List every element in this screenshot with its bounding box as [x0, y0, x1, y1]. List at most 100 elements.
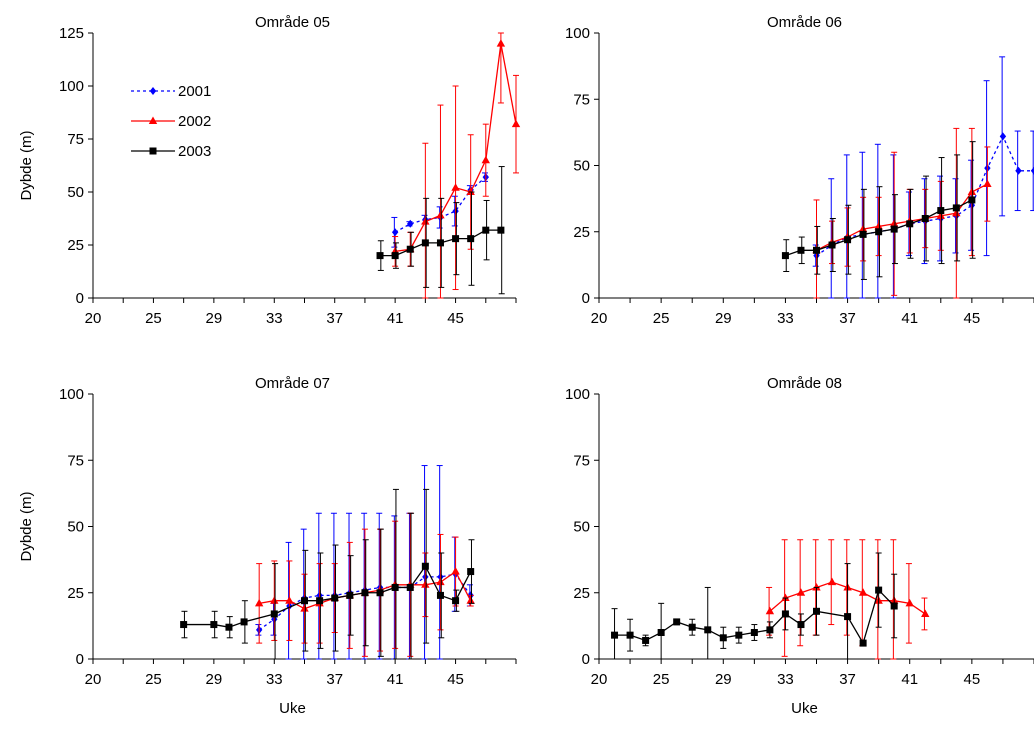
data-point [377, 252, 384, 259]
x-tick-label: 41 [901, 310, 918, 327]
data-point [611, 632, 618, 639]
series-2002 [255, 513, 475, 656]
data-point [875, 587, 882, 594]
data-point [482, 227, 489, 234]
series-2003 [180, 489, 474, 659]
data-point [497, 39, 505, 47]
x-tick-label: 45 [447, 671, 464, 688]
data-point [467, 568, 474, 575]
y-tick-label: 0 [582, 651, 590, 668]
x-tick-label: 25 [653, 310, 670, 327]
data-point [782, 610, 789, 617]
x-tick-label: 25 [653, 671, 670, 688]
y-tick-label: 0 [582, 290, 590, 307]
x-tick-label: 45 [447, 310, 464, 327]
x-tick-label: 37 [326, 310, 343, 327]
data-point [766, 626, 773, 633]
data-point [860, 231, 867, 238]
data-point [658, 629, 665, 636]
data-point [766, 607, 774, 615]
series-2002 [391, 33, 520, 298]
y-tick-label: 25 [67, 237, 84, 254]
data-point [436, 211, 444, 219]
data-point [968, 188, 976, 196]
x-tick-label: 20 [591, 310, 608, 327]
x-tick-label: 29 [206, 671, 223, 688]
y-tick-label: 75 [573, 452, 590, 469]
data-point [407, 584, 414, 591]
y-axis-label: Dybde (m) [18, 491, 35, 561]
data-point [437, 239, 444, 246]
data-point [922, 215, 929, 222]
data-point [301, 597, 308, 604]
series-line [817, 184, 988, 250]
x-tick-label: 37 [326, 671, 343, 688]
x-tick-label: 25 [145, 671, 162, 688]
data-point [906, 220, 913, 227]
data-point [285, 596, 293, 604]
data-point [953, 204, 960, 211]
data-point [844, 613, 851, 620]
data-point [316, 597, 323, 604]
data-point [797, 247, 804, 254]
data-point [392, 228, 398, 236]
data-point [797, 621, 804, 628]
data-point [436, 578, 444, 586]
data-point [225, 624, 232, 631]
legend-marker [150, 148, 157, 155]
series-2002 [812, 128, 991, 298]
x-tick-label: 20 [85, 310, 102, 327]
y-tick-label: 50 [67, 184, 84, 201]
y-tick-label: 75 [573, 91, 590, 108]
x-tick-label: 29 [715, 310, 732, 327]
x-tick-label: 37 [839, 310, 856, 327]
x-tick-label: 25 [145, 310, 162, 327]
data-point [844, 236, 851, 243]
data-point [392, 584, 399, 591]
legend-label: 2001 [178, 83, 211, 100]
data-point [270, 596, 278, 604]
chart-title: Område 08 [767, 375, 842, 392]
data-point [422, 239, 429, 246]
data-point [512, 120, 520, 128]
y-tick-label: 100 [565, 386, 590, 403]
data-point [813, 247, 820, 254]
series-2003 [611, 553, 898, 659]
data-point [828, 578, 836, 586]
chart-title: Område 05 [255, 14, 330, 31]
x-tick-label: 29 [715, 671, 732, 688]
x-tick-label: 33 [266, 671, 283, 688]
y-tick-label: 25 [573, 224, 590, 241]
y-tick-label: 50 [67, 519, 84, 536]
legend-marker [149, 117, 157, 125]
data-point [751, 629, 758, 636]
series-line [184, 566, 471, 627]
data-point [331, 595, 338, 602]
data-point [627, 632, 634, 639]
data-point [937, 207, 944, 214]
data-point [829, 242, 836, 249]
y-tick-label: 100 [565, 25, 590, 42]
data-point [482, 156, 490, 164]
data-point [782, 252, 789, 259]
data-point [875, 228, 882, 235]
x-tick-label: 37 [839, 671, 856, 688]
data-point [1000, 132, 1006, 140]
series-2001 [813, 57, 1034, 298]
data-point [466, 596, 474, 604]
data-point [210, 621, 217, 628]
x-tick-label: 33 [266, 310, 283, 327]
x-axis-label: Uke [279, 700, 306, 717]
y-tick-label: 25 [67, 585, 84, 602]
data-point [452, 235, 459, 242]
y-tick-label: 25 [573, 585, 590, 602]
data-point [407, 220, 413, 228]
y-tick-label: 75 [67, 452, 84, 469]
x-tick-label: 29 [206, 310, 223, 327]
x-tick-label: 45 [964, 671, 981, 688]
